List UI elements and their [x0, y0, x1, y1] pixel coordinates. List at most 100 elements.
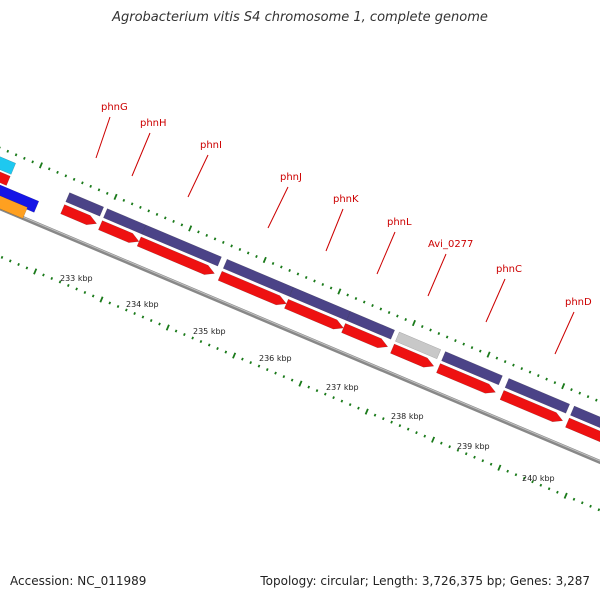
minor-tick — [437, 332, 441, 336]
gene-label: phnI — [200, 140, 222, 151]
minor-tick — [0, 255, 4, 259]
minor-tick — [105, 191, 109, 195]
gene-arrow-2 — [136, 236, 215, 275]
feature-red-left — [0, 171, 11, 186]
minor-tick — [238, 247, 242, 251]
major-tick — [364, 408, 369, 415]
minor-tick — [31, 160, 34, 164]
cds-band-5 — [346, 311, 396, 340]
minor-tick — [158, 322, 161, 326]
minor-tick — [72, 177, 76, 181]
minor-tick — [445, 335, 449, 339]
minor-tick — [553, 381, 557, 385]
minor-tick — [315, 389, 319, 393]
leader-line — [427, 253, 447, 297]
minor-tick — [207, 343, 211, 347]
minor-tick — [503, 360, 507, 364]
gene-label: phnD — [565, 297, 592, 308]
minor-tick — [213, 237, 217, 241]
minor-tick — [199, 340, 203, 344]
major-tick — [232, 352, 237, 359]
minor-tick — [415, 431, 418, 435]
minor-tick — [216, 347, 219, 351]
minor-tick — [448, 445, 451, 449]
left-features — [0, 156, 40, 219]
minor-tick — [122, 198, 126, 202]
major-tick — [99, 296, 104, 303]
minor-tick — [429, 328, 432, 332]
minor-tick — [332, 396, 335, 400]
minor-tick — [290, 378, 294, 382]
minor-tick — [478, 349, 482, 353]
minor-tick — [307, 385, 311, 389]
minor-tick — [522, 476, 526, 480]
minor-tick — [230, 244, 233, 248]
minor-tick — [246, 251, 250, 255]
minor-tick — [147, 209, 151, 213]
minor-tick — [139, 205, 142, 209]
minor-tick — [75, 287, 78, 291]
minor-tick — [489, 462, 493, 466]
minor-tick — [398, 424, 402, 428]
gene-label: phnG — [101, 102, 128, 113]
minor-tick — [528, 370, 532, 374]
map-title: Agrobacterium vitis S4 chromosome 1, com… — [112, 10, 488, 25]
kbp-label: 236 kbp — [259, 354, 292, 363]
minor-tick — [512, 363, 515, 367]
minor-tick — [357, 406, 360, 410]
minor-tick — [42, 273, 45, 277]
minor-tick — [537, 374, 540, 378]
minor-tick — [348, 403, 352, 407]
minor-tick — [589, 504, 592, 508]
minor-tick — [14, 153, 18, 157]
backbone-line — [0, 206, 600, 465]
minor-tick — [586, 395, 590, 399]
major-tick — [33, 268, 38, 275]
gene-label: phnH — [140, 118, 167, 129]
leader-line — [131, 132, 151, 177]
major-tick — [431, 436, 436, 443]
leader-line — [267, 186, 289, 229]
minor-tick — [271, 261, 275, 265]
minor-tick — [141, 315, 145, 319]
minor-tick — [597, 508, 600, 512]
gene-features — [60, 192, 600, 443]
minor-tick — [183, 333, 186, 337]
cds-band-0 — [65, 192, 105, 217]
minor-tick — [390, 420, 393, 424]
minor-tick — [304, 275, 308, 279]
minor-tick — [205, 233, 209, 237]
gene-arrow-1 — [98, 220, 140, 243]
kbp-label: 235 kbp — [193, 327, 226, 336]
gene-arrow-5 — [341, 323, 389, 349]
minor-tick — [382, 417, 385, 421]
minor-tick — [396, 314, 399, 318]
minor-tick — [255, 254, 258, 258]
feature-orange — [0, 195, 28, 219]
kbp-label: 233 kbp — [60, 274, 93, 283]
minor-tick — [174, 329, 178, 333]
leader-line — [554, 311, 575, 355]
minor-tick — [454, 339, 457, 343]
minor-tick — [481, 459, 485, 463]
leader-line — [95, 116, 111, 159]
minor-tick — [257, 364, 261, 368]
minor-tick — [570, 388, 573, 392]
minor-tick — [81, 181, 84, 185]
gene-label: phnJ — [280, 172, 302, 183]
minor-tick — [556, 490, 559, 494]
gene-arrow-7 — [436, 363, 496, 394]
gene-arrow-8 — [499, 390, 564, 423]
minor-tick — [329, 286, 333, 290]
minor-tick — [346, 293, 349, 297]
minor-tick — [520, 367, 524, 371]
minor-tick — [172, 219, 175, 223]
kbp-label: 238 kbp — [391, 412, 424, 421]
minor-tick — [133, 312, 136, 316]
major-tick — [165, 324, 170, 331]
minor-tick — [8, 259, 12, 263]
minor-tick — [404, 318, 408, 322]
minor-tick — [354, 297, 358, 301]
minor-tick — [420, 325, 424, 329]
